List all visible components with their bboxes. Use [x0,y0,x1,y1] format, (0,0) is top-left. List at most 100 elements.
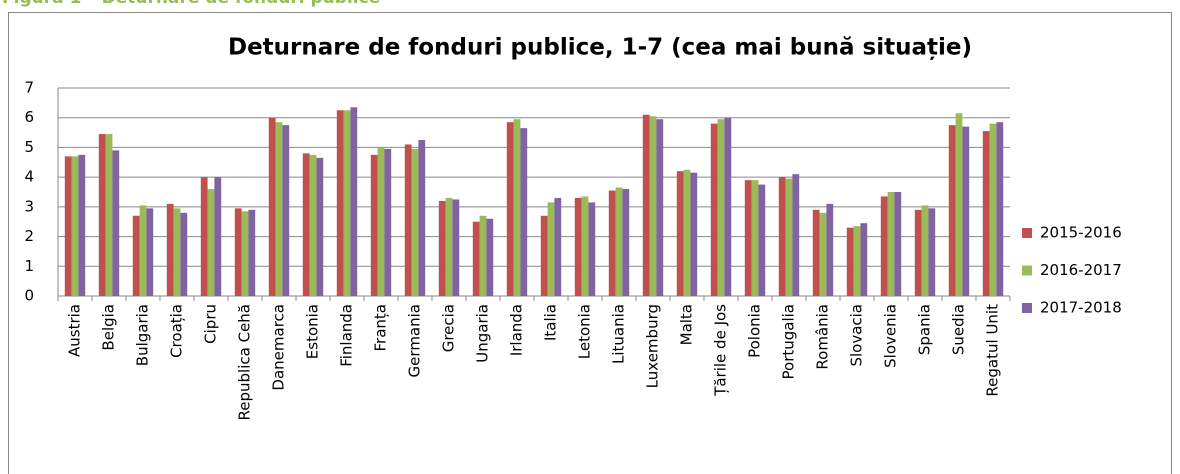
bar [996,122,1004,297]
bar [846,227,854,296]
x-tick-label: Belgia [100,304,118,351]
bar [581,196,589,296]
bar [275,122,283,297]
bar [642,114,650,296]
bar [921,205,929,296]
bar [554,197,562,296]
bar [547,202,555,296]
bar [683,169,691,296]
bar [785,178,793,296]
x-tick-label: Estonia [304,304,322,359]
bar [860,223,868,296]
x-tick-label: Cipru [202,304,220,344]
bar [207,189,215,296]
y-tick-label: 0 [24,287,34,305]
bar [826,203,834,296]
bar [887,192,895,296]
bar [309,154,317,296]
x-tick-label: Malta [678,304,696,345]
chart-title: Deturnare de fonduri publice, 1-7 (cea m… [228,35,972,61]
x-tick-label: Țările de Jos [712,304,730,397]
x-tick-label: Ungaria [474,304,492,363]
x-tick-label: Italia [542,304,560,341]
bar [78,154,86,296]
bar [214,177,222,296]
legend-label: 2017-2018 [1040,299,1122,317]
legend-swatch [1022,265,1032,276]
bar [472,221,480,296]
x-tick-label: Finlanda [338,304,356,367]
bar [724,117,732,296]
bar [676,171,684,296]
legend-swatch [1022,303,1032,313]
bar [302,153,310,296]
x-tick-label: Franța [372,304,390,351]
bar [105,134,113,296]
bar [751,180,759,296]
bar [479,215,487,296]
caption: Figura 1 – Deturnare de fonduri publice [2,0,380,8]
y-tick-label: 2 [24,227,34,245]
bar [520,128,528,296]
bar [316,157,324,296]
bar [710,123,718,297]
bar [404,144,412,296]
bar [928,208,936,296]
bar [234,208,242,296]
bar [989,123,997,297]
x-tick-label: Croația [168,304,186,358]
bar [452,199,460,296]
bar [282,125,290,297]
legend-label: 2016-2017 [1040,261,1122,279]
bar [588,202,596,296]
bar [622,189,630,296]
bar [962,126,970,296]
bar [690,172,698,296]
x-tick-label: Danemarca [270,304,288,391]
x-tick-label: Irlanda [508,304,526,356]
bar [819,212,827,296]
y-tick-label: 4 [24,168,34,186]
bar [336,110,344,297]
x-tick-label: Germania [406,304,424,377]
bar [649,116,657,296]
bar [574,197,582,296]
bar [744,180,752,296]
x-tick-label: Portugalia [780,304,798,379]
bar [540,215,548,296]
bar [418,140,426,296]
bar [166,203,174,296]
bar [71,156,79,296]
bar [982,131,990,296]
x-tick-label: Lituania [610,304,628,364]
bar [180,212,188,296]
bar [112,150,120,296]
bar [200,177,208,296]
y-tick-label: 1 [24,257,34,275]
bar [438,200,446,296]
bar [914,209,922,296]
bar [486,218,494,296]
bar [384,148,392,296]
y-tick-label: 7 [24,79,34,97]
bar [506,122,514,297]
bar [350,107,358,296]
x-tick-label: Suedia [950,304,968,355]
legend-label: 2015-2016 [1040,224,1122,242]
bar [343,110,351,297]
bar [894,192,902,296]
bar [139,205,147,296]
bar [445,197,453,296]
y-tick-label: 6 [24,108,34,126]
legend-swatch [1022,228,1032,238]
bar [656,119,664,296]
bar [268,117,276,296]
x-tick-label: Polonia [746,304,764,358]
x-tick-label: Grecia [440,304,458,352]
bar [370,154,378,296]
bar [173,208,181,296]
x-tick-label: Luxemburg [644,304,662,388]
bar [955,113,963,296]
x-tick-label: Austria [66,304,84,357]
